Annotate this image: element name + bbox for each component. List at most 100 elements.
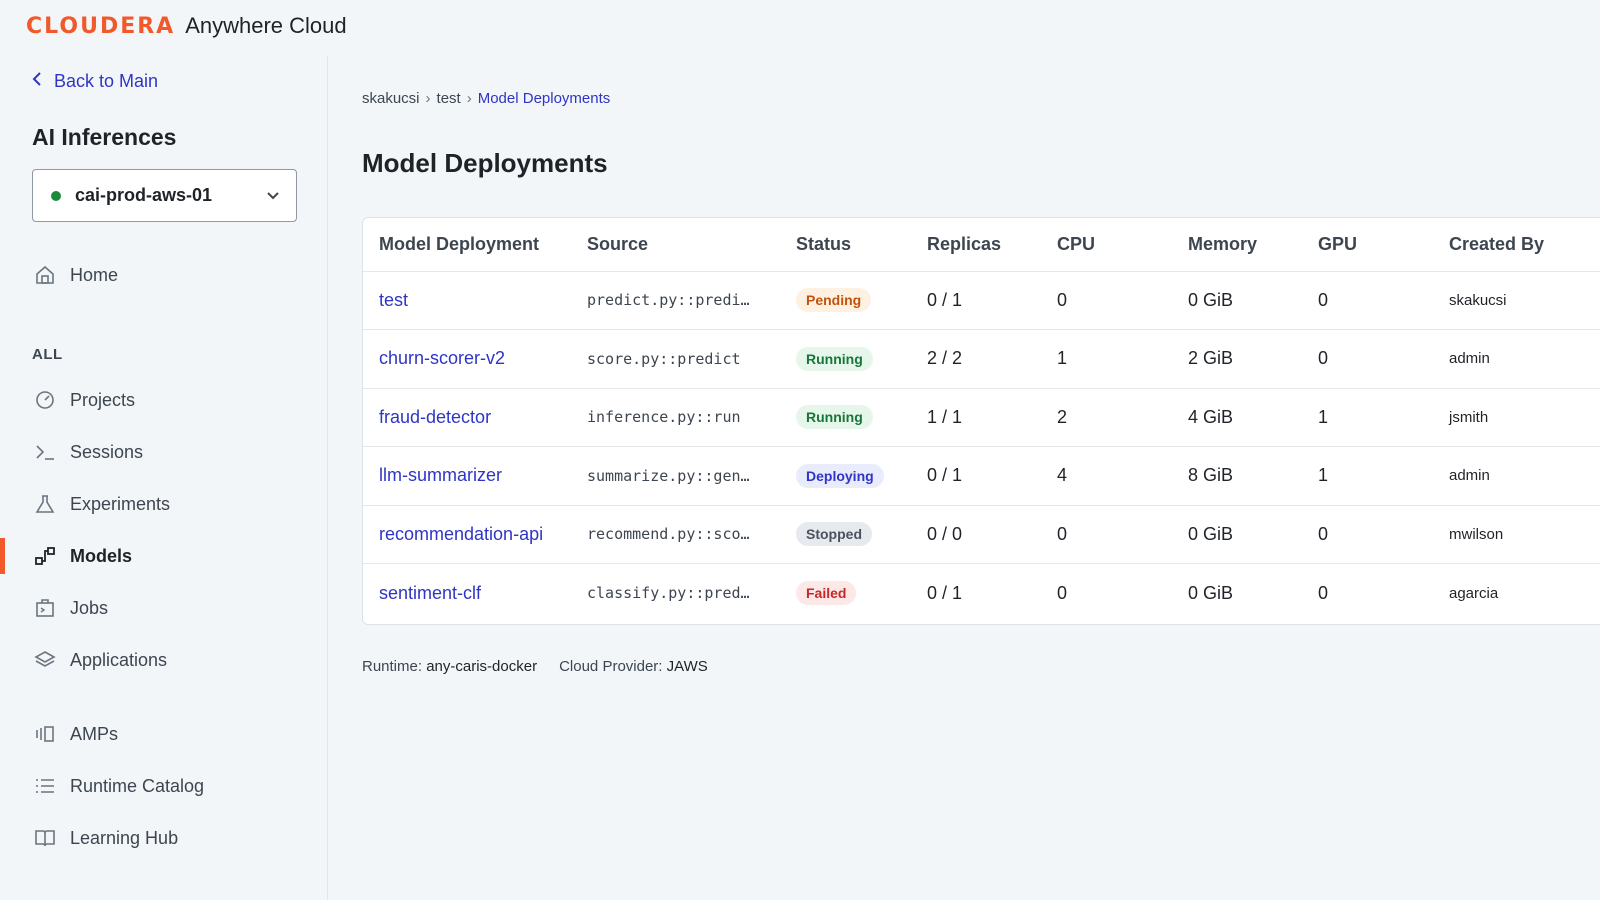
table-row[interactable]: churn-scorer-v2 score.py::predict Runnin… xyxy=(363,329,1600,389)
section-title: AI Inferences xyxy=(32,124,177,150)
memory-cell: 0 GiB xyxy=(1188,523,1234,544)
source-cell: summarize.py::gen… xyxy=(587,466,750,485)
back-to-main-link[interactable]: Back to Main xyxy=(32,71,158,92)
home-icon xyxy=(34,264,56,286)
status-badge: Deploying xyxy=(796,463,884,488)
sidebar-item-applications[interactable]: Applications xyxy=(0,638,327,682)
status-badge: Failed xyxy=(796,581,857,605)
column-header[interactable]: Status xyxy=(796,233,852,254)
page-title: Model Deployments xyxy=(362,148,608,178)
gpu-cell: 0 xyxy=(1318,582,1329,603)
sidebar-item-sessions[interactable]: Sessions xyxy=(0,430,327,474)
main-content: skakucsi › test › Model Deployments Mode… xyxy=(362,0,1600,900)
memory-cell: 8 GiB xyxy=(1188,465,1234,486)
memory-cell: 2 GiB xyxy=(1188,348,1234,369)
table-row[interactable]: test predict.py::predi… Pending 0 / 1 0 … xyxy=(363,271,1600,330)
sidebar-item-label: Sessions xyxy=(70,441,144,462)
column-header[interactable]: Model Deployment xyxy=(379,233,540,254)
column-header[interactable]: Replicas xyxy=(927,233,1002,254)
deployment-name-link[interactable]: test xyxy=(379,289,409,310)
book-icon xyxy=(34,827,56,849)
chevron-right-icon: › xyxy=(466,90,472,107)
workspace-name: cai-prod-aws-01 xyxy=(75,185,213,205)
replicas-cell: 0 / 1 xyxy=(927,465,963,486)
source-cell: score.py::predict xyxy=(587,349,741,368)
created-by-cell: jsmith xyxy=(1449,408,1489,426)
gpu-cell: 0 xyxy=(1318,348,1329,369)
sidebar: Back to Main AI Inferences cai-prod-aws-… xyxy=(0,56,328,900)
table-header-row: Model Deployment Source Status Replicas … xyxy=(363,218,1600,271)
terminal-icon xyxy=(34,441,56,463)
deployment-name-link[interactable]: recommendation-api xyxy=(379,523,544,544)
back-link-label: Back to Main xyxy=(54,71,159,91)
jobs-icon xyxy=(34,597,56,619)
sidebar-item-label: Applications xyxy=(70,649,168,670)
memory-cell: 4 GiB xyxy=(1188,406,1234,427)
sidebar-item-jobs[interactable]: Jobs xyxy=(0,586,327,630)
column-header[interactable]: Memory xyxy=(1188,233,1258,254)
runtime-label: Runtime: xyxy=(362,658,423,675)
chevron-right-icon: › xyxy=(425,90,431,107)
sidebar-item-experiments[interactable]: Experiments xyxy=(0,482,327,526)
sidebar-item-learning-hub[interactable]: Learning Hub xyxy=(0,816,327,860)
status-badge: Running xyxy=(796,405,873,430)
cpu-cell: 0 xyxy=(1057,289,1068,310)
source-cell: recommend.py::sco… xyxy=(587,525,750,544)
cpu-cell: 2 xyxy=(1057,406,1068,427)
gpu-cell: 0 xyxy=(1318,523,1329,544)
created-by-cell: agarcia xyxy=(1449,584,1499,602)
sidebar-item-models[interactable]: Models xyxy=(0,534,327,578)
replicas-cell: 1 / 1 xyxy=(927,406,963,427)
list-icon xyxy=(34,775,56,797)
table-row[interactable]: recommendation-api recommend.py::sco… St… xyxy=(363,505,1600,564)
sidebar-item-label: Home xyxy=(70,264,119,285)
sidebar-item-amps[interactable]: AMPs xyxy=(0,712,327,756)
product-name: Anywhere Cloud xyxy=(185,13,347,38)
replicas-cell: 2 / 2 xyxy=(927,348,963,369)
cpu-cell: 4 xyxy=(1057,465,1068,486)
sidebar-item-home[interactable]: Home xyxy=(0,253,327,297)
deployment-name-link[interactable]: churn-scorer-v2 xyxy=(379,348,506,369)
source-cell: predict.py::predi… xyxy=(587,291,750,310)
top-bar: CLOUDERA Anywhere Cloud xyxy=(0,0,1600,52)
breadcrumb-user[interactable]: skakucsi xyxy=(362,90,420,107)
cpu-cell: 0 xyxy=(1057,523,1068,544)
sidebar-item-label: Learning Hub xyxy=(70,827,179,848)
sidebar-item-label: Runtime Catalog xyxy=(70,775,205,796)
layers-icon xyxy=(34,649,56,671)
flask-icon xyxy=(34,493,56,515)
deployments-table-card: Model Deployment Source Status Replicas … xyxy=(362,217,1600,625)
gpu-cell: 1 xyxy=(1318,406,1329,427)
column-header[interactable]: Created By xyxy=(1449,233,1545,254)
table-row[interactable]: fraud-detector inference.py::run Running… xyxy=(363,388,1600,447)
provider-label: Cloud Provider: xyxy=(559,658,663,675)
source-cell: inference.py::run xyxy=(587,408,741,427)
column-header[interactable]: Source xyxy=(587,233,649,254)
sidebar-item-label: Projects xyxy=(70,389,136,410)
memory-cell: 0 GiB xyxy=(1188,582,1234,603)
source-cell: classify.py::pred… xyxy=(587,584,750,602)
replicas-cell: 0 / 1 xyxy=(927,582,963,603)
deployment-name-link[interactable]: fraud-detector xyxy=(379,406,492,427)
table-row[interactable]: llm-summarizer summarize.py::gen… Deploy… xyxy=(363,446,1600,506)
runtime-info: Runtime: any-caris-docker Cloud Provider… xyxy=(362,658,730,675)
sidebar-item-projects[interactable]: Projects xyxy=(0,378,327,422)
memory-cell: 0 GiB xyxy=(1188,289,1234,310)
cloudera-logo[interactable]: CLOUDERA xyxy=(26,13,176,39)
sidebar-item-label: Experiments xyxy=(70,493,171,514)
column-header[interactable]: CPU xyxy=(1057,233,1096,254)
breadcrumb-project[interactable]: test xyxy=(436,90,461,107)
deployment-name-link[interactable]: llm-summarizer xyxy=(379,465,502,486)
models-icon xyxy=(34,545,56,567)
sidebar-item-label: AMPs xyxy=(70,723,119,744)
workspace-selector[interactable]: cai-prod-aws-01 xyxy=(32,169,297,222)
column-header[interactable]: GPU xyxy=(1318,233,1358,254)
deployments-table: Model Deployment Source Status Replicas … xyxy=(363,218,1600,622)
status-badge: Pending xyxy=(796,288,872,313)
status-badge: Stopped xyxy=(796,522,872,547)
chevron-left-icon xyxy=(32,71,42,92)
gpu-cell: 1 xyxy=(1318,465,1329,486)
deployment-name-link[interactable]: sentiment-clf xyxy=(379,582,482,603)
sidebar-item-runtime-catalog[interactable]: Runtime Catalog xyxy=(0,764,327,808)
table-row[interactable]: sentiment-clf classify.py::pred… Failed … xyxy=(363,563,1600,623)
